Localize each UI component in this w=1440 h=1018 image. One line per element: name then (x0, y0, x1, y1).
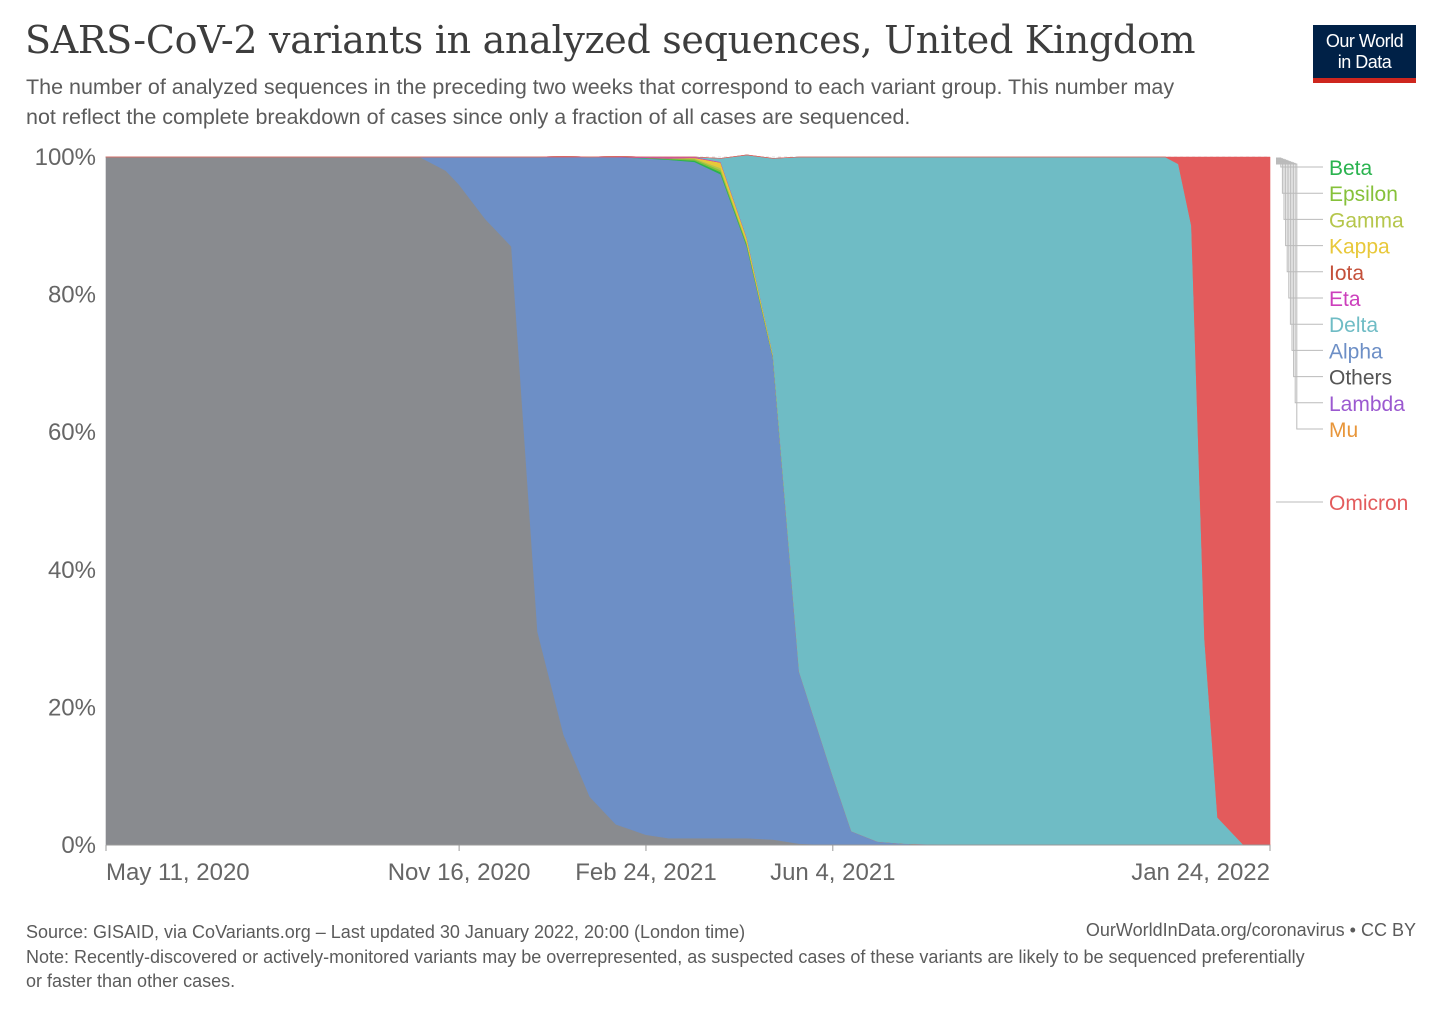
y-tick-label: 40% (48, 557, 96, 584)
y-tick-label: 100% (35, 144, 96, 171)
x-tick-label: Jan 24, 2022 (1131, 859, 1270, 886)
legend-label-lambda[interactable]: Lambda (1329, 393, 1405, 416)
legend: Beta Epsilon Gamma Kappa Iota Eta Delta Alpha Ot… (1276, 157, 1408, 515)
y-tick-label: 20% (48, 694, 96, 721)
x-tick-label: Nov 16, 2020 (388, 859, 531, 886)
logo-line-1: Our World (1325, 31, 1404, 51)
legend-label-gamma[interactable]: Gamma (1329, 209, 1404, 232)
legend-connector (1276, 161, 1323, 351)
legend-connector (1276, 161, 1323, 325)
legend-connector (1276, 158, 1323, 194)
x-tick-label: Feb 24, 2021 (575, 859, 716, 886)
legend-label-epsilon[interactable]: Epsilon (1329, 183, 1398, 206)
y-tick-label: 60% (48, 419, 96, 446)
legend-label-others[interactable]: Others (1329, 367, 1392, 390)
legend-connector (1276, 160, 1323, 299)
source-link[interactable]: OurWorldInData.org/coronavirus • CC BY (1085, 920, 1416, 940)
legend-label-iota[interactable]: Iota (1329, 262, 1364, 285)
legend-connector (1276, 163, 1323, 430)
legend-label-kappa[interactable]: Kappa (1329, 236, 1390, 259)
series-areas (105, 154, 1271, 846)
y-tick-label: 80% (48, 282, 96, 309)
legend-connector (1276, 162, 1323, 378)
chart-title: SARS-CoV-2 variants in analyzed sequence… (25, 18, 1196, 62)
legend-label-mu[interactable]: Mu (1329, 419, 1358, 442)
legend-label-delta[interactable]: Delta (1329, 314, 1378, 337)
legend-label-beta[interactable]: Beta (1329, 157, 1373, 180)
x-axis: May 11, 2020 Nov 16, 2020 Feb 24, 2021 Jun … (105, 844, 1271, 886)
y-axis: 0% 20% 40% 60% 80% 100% (35, 144, 96, 859)
legend-label-alpha[interactable]: Alpha (1329, 340, 1383, 363)
area-omicron[interactable] (105, 154, 1271, 846)
legend-connector (1276, 158, 1323, 220)
footnote: Note: Recently-discovered or actively-mo… (26, 947, 1305, 991)
chart-subtitle: The number of analyzed sequences in the … (26, 75, 1175, 129)
legend-connector (1276, 159, 1323, 247)
x-tick-label: May 11, 2020 (106, 859, 250, 886)
x-tick-label: Jun 4, 2021 (770, 859, 895, 886)
legend-label-eta[interactable]: Eta (1329, 288, 1361, 311)
logo-line-2: in Data (1337, 52, 1392, 72)
owid-logo[interactable]: Our World in Data (1313, 25, 1416, 83)
legend-label-omicron[interactable]: Omicron (1329, 492, 1408, 515)
y-tick-label: 0% (61, 832, 96, 859)
source-note: Source: GISAID, via CoVariants.org – Las… (26, 922, 746, 942)
legend-connector (1276, 162, 1323, 404)
legend-connector (1276, 159, 1323, 273)
